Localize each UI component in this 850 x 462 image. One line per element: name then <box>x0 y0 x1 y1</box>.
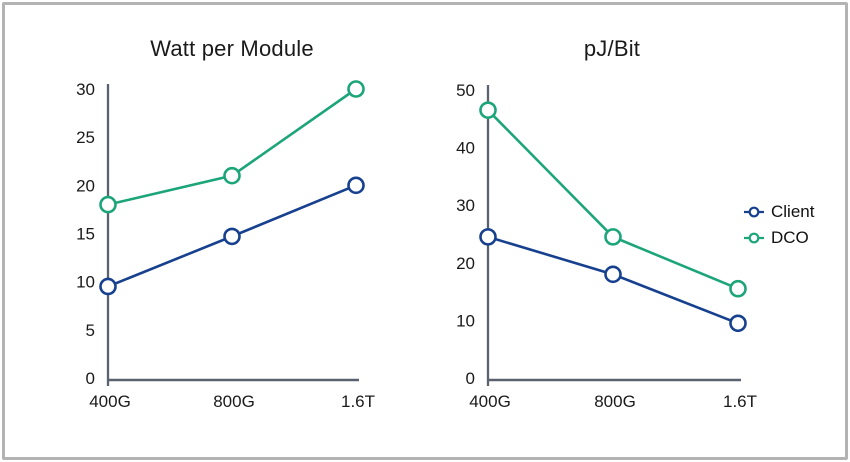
legend-item-dco: DCO <box>744 226 814 250</box>
legend-marker-client-icon <box>744 206 764 218</box>
x-tick-label: 800G <box>213 392 255 411</box>
y-tick-label: 25 <box>76 128 95 147</box>
y-tick-label: 20 <box>456 254 475 273</box>
y-tick-label: 0 <box>86 369 95 388</box>
chart-title-watt-per-module: Watt per Module <box>150 36 314 61</box>
y-tick-label: 15 <box>76 225 95 244</box>
legend-label-dco: DCO <box>771 228 809 247</box>
data-point-marker-client <box>479 228 497 246</box>
data-point-marker-dco <box>729 279 747 298</box>
x-tick-label: 800G <box>594 392 636 411</box>
chart-title-pj-bit: pJ/Bit <box>583 36 641 61</box>
data-point-marker-dco <box>604 228 622 246</box>
y-tick-label: 0 <box>466 369 475 388</box>
data-point-marker-client <box>223 227 241 246</box>
series-line-dco <box>486 108 740 291</box>
data-point-marker-dco <box>347 80 365 98</box>
y-tick-label: 20 <box>76 176 95 195</box>
legend-marker-dco-icon <box>744 232 764 244</box>
legend-label-client: Client <box>771 202 815 221</box>
y-tick-label: 10 <box>456 311 475 330</box>
y-tick-label: 10 <box>76 273 95 292</box>
data-point-marker-client <box>729 314 747 333</box>
series-line-dco <box>106 87 358 206</box>
y-tick-label: 50 <box>456 81 475 100</box>
y-tick-label: 30 <box>456 196 475 215</box>
data-point-marker-client <box>347 176 365 195</box>
y-tick-label: 30 <box>76 80 95 99</box>
x-tick-label: 1.6T <box>341 392 375 411</box>
data-point-marker-dco <box>479 101 497 119</box>
y-tick-label: 40 <box>456 139 475 158</box>
x-tick-label: 400G <box>469 392 511 411</box>
data-point-marker-dco <box>223 166 241 185</box>
x-tick-label: 400G <box>89 392 131 411</box>
legend-item-client: Client <box>744 200 814 224</box>
x-tick-label: 1.6T <box>723 392 757 411</box>
legend: Client DCO <box>744 200 814 250</box>
data-point-marker-client <box>99 277 117 296</box>
data-point-marker-client <box>604 265 622 284</box>
y-tick-label: 5 <box>86 321 95 340</box>
data-point-marker-dco <box>99 195 117 214</box>
